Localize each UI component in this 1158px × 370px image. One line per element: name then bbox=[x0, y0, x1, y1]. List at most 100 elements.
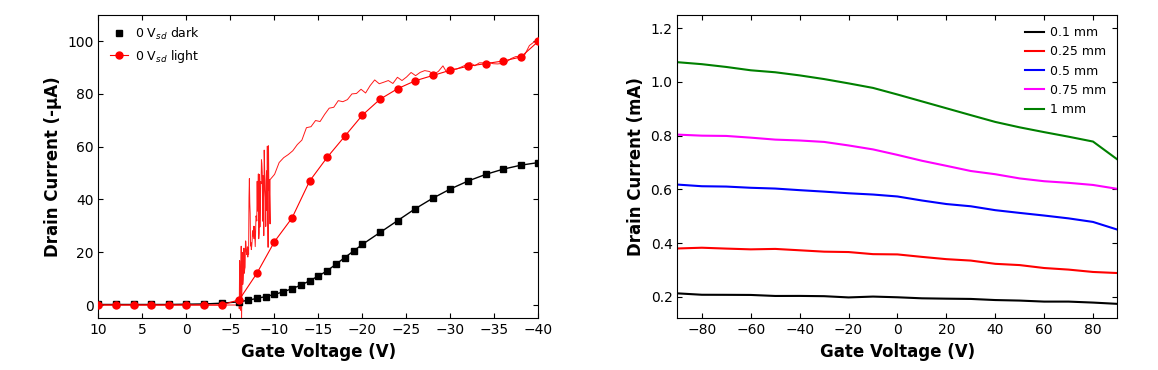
0.1 mm bbox=[891, 295, 904, 299]
0 V$_{sd}$ dark bbox=[285, 286, 299, 291]
0.5 mm bbox=[695, 184, 709, 188]
0 V$_{sd}$ dark bbox=[346, 249, 360, 253]
0.25 mm bbox=[768, 247, 782, 251]
0 V$_{sd}$ light bbox=[109, 303, 123, 307]
0.75 mm bbox=[743, 135, 757, 140]
0 V$_{sd}$ light bbox=[285, 216, 299, 220]
0.5 mm bbox=[818, 189, 831, 194]
0.1 mm bbox=[915, 296, 929, 300]
0.5 mm bbox=[988, 208, 1002, 212]
0.25 mm bbox=[842, 250, 856, 254]
1 mm bbox=[842, 81, 856, 85]
0.1 mm bbox=[842, 295, 856, 300]
1 mm bbox=[743, 68, 757, 73]
0.1 mm bbox=[1111, 302, 1124, 306]
1 mm bbox=[988, 120, 1002, 124]
0 V$_{sd}$ light bbox=[302, 179, 316, 183]
Y-axis label: Drain Current (-μA): Drain Current (-μA) bbox=[44, 76, 61, 257]
1 mm bbox=[1062, 134, 1076, 139]
0.75 mm bbox=[670, 132, 684, 137]
0 V$_{sd}$ light bbox=[197, 303, 211, 307]
0.1 mm bbox=[1086, 300, 1100, 305]
1 mm bbox=[1013, 125, 1027, 130]
0.75 mm bbox=[891, 153, 904, 157]
0 V$_{sd}$ dark bbox=[409, 206, 423, 211]
0.75 mm bbox=[695, 134, 709, 138]
1 mm bbox=[818, 77, 831, 81]
0.75 mm bbox=[793, 138, 807, 143]
0.5 mm bbox=[793, 188, 807, 192]
0.5 mm bbox=[1086, 220, 1100, 224]
0.25 mm bbox=[743, 247, 757, 252]
0 V$_{sd}$ light bbox=[162, 303, 176, 307]
0.5 mm bbox=[963, 204, 977, 208]
0.5 mm bbox=[743, 186, 757, 190]
0.75 mm bbox=[866, 147, 880, 152]
0 V$_{sd}$ light bbox=[145, 303, 159, 307]
0 V$_{sd}$ light bbox=[321, 155, 335, 159]
Legend: 0.1 mm, 0.25 mm, 0.5 mm, 0.75 mm, 1 mm: 0.1 mm, 0.25 mm, 0.5 mm, 0.75 mm, 1 mm bbox=[1020, 21, 1112, 121]
0.5 mm bbox=[939, 202, 953, 206]
0 V$_{sd}$ dark bbox=[312, 274, 325, 278]
0.25 mm bbox=[695, 246, 709, 250]
0.75 mm bbox=[818, 140, 831, 144]
0 V$_{sd}$ light bbox=[267, 239, 281, 244]
0.1 mm bbox=[866, 295, 880, 299]
0.25 mm bbox=[963, 258, 977, 263]
0.25 mm bbox=[1086, 270, 1100, 274]
0 V$_{sd}$ light bbox=[514, 55, 528, 59]
0 V$_{sd}$ dark bbox=[250, 296, 264, 301]
0.5 mm bbox=[670, 182, 684, 187]
1 mm bbox=[1086, 139, 1100, 144]
0.25 mm bbox=[793, 248, 807, 252]
0 V$_{sd}$ dark bbox=[267, 292, 281, 297]
0 V$_{sd}$ dark bbox=[444, 187, 457, 191]
0.5 mm bbox=[1013, 211, 1027, 215]
0 V$_{sd}$ light bbox=[356, 113, 369, 117]
0.75 mm bbox=[915, 158, 929, 163]
0.5 mm bbox=[842, 191, 856, 195]
0 V$_{sd}$ dark bbox=[338, 255, 352, 260]
0 V$_{sd}$ light bbox=[426, 73, 440, 78]
0.1 mm bbox=[793, 294, 807, 298]
0.5 mm bbox=[1038, 213, 1051, 218]
0.1 mm bbox=[768, 294, 782, 298]
0.1 mm bbox=[1062, 299, 1076, 304]
0 V$_{sd}$ light bbox=[478, 61, 492, 66]
0.1 mm bbox=[988, 298, 1002, 302]
1 mm bbox=[915, 99, 929, 104]
0 V$_{sd}$ dark bbox=[497, 167, 511, 171]
0 V$_{sd}$ dark bbox=[390, 218, 404, 223]
0.25 mm bbox=[891, 252, 904, 257]
0 V$_{sd}$ light bbox=[444, 68, 457, 73]
0.75 mm bbox=[1086, 183, 1100, 187]
0 V$_{sd}$ dark bbox=[197, 302, 211, 306]
0 V$_{sd}$ dark bbox=[532, 160, 545, 165]
0 V$_{sd}$ light bbox=[373, 97, 387, 101]
1 mm bbox=[670, 60, 684, 64]
0 V$_{sd}$ light bbox=[179, 303, 193, 307]
0.1 mm bbox=[743, 293, 757, 297]
0 V$_{sd}$ dark bbox=[214, 301, 228, 305]
1 mm bbox=[793, 73, 807, 78]
0.5 mm bbox=[719, 184, 733, 189]
0.75 mm bbox=[1038, 179, 1051, 184]
0.25 mm bbox=[866, 252, 880, 256]
0.75 mm bbox=[768, 137, 782, 142]
0 V$_{sd}$ dark bbox=[91, 302, 105, 307]
0.1 mm bbox=[1038, 299, 1051, 304]
0.5 mm bbox=[866, 192, 880, 197]
0 V$_{sd}$ dark bbox=[514, 163, 528, 167]
X-axis label: Gate Voltage (V): Gate Voltage (V) bbox=[241, 343, 396, 361]
0.75 mm bbox=[988, 172, 1002, 176]
0 V$_{sd}$ dark bbox=[258, 295, 272, 299]
1 mm bbox=[719, 65, 733, 69]
0.5 mm bbox=[915, 198, 929, 203]
0 V$_{sd}$ dark bbox=[241, 298, 255, 303]
1 mm bbox=[695, 62, 709, 66]
0.5 mm bbox=[1111, 228, 1124, 232]
1 mm bbox=[891, 92, 904, 97]
0 V$_{sd}$ light bbox=[338, 134, 352, 138]
0 V$_{sd}$ dark bbox=[109, 302, 123, 307]
0 V$_{sd}$ dark bbox=[179, 302, 193, 306]
